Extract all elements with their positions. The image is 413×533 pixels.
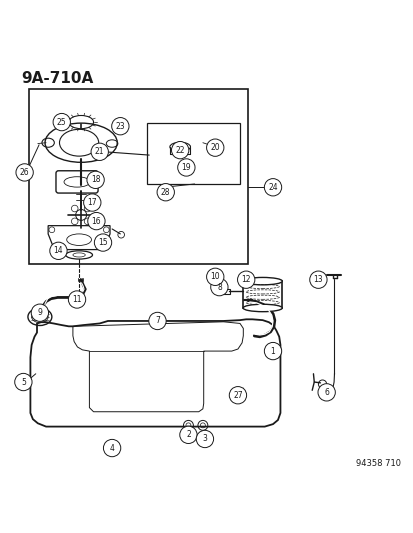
- Circle shape: [88, 213, 105, 230]
- Text: 16: 16: [91, 216, 101, 225]
- Circle shape: [83, 194, 101, 211]
- Text: 10: 10: [210, 272, 220, 281]
- Text: 27: 27: [233, 391, 242, 400]
- Text: 18: 18: [90, 175, 100, 184]
- Circle shape: [112, 118, 129, 135]
- Text: 24: 24: [268, 183, 277, 192]
- Text: 8: 8: [216, 282, 221, 292]
- Text: 94358 710: 94358 710: [355, 459, 400, 468]
- Circle shape: [309, 271, 326, 288]
- Circle shape: [229, 386, 246, 404]
- Bar: [147, 123, 240, 184]
- Circle shape: [50, 242, 67, 260]
- Text: 25: 25: [57, 118, 66, 126]
- Text: 20: 20: [210, 143, 220, 152]
- Circle shape: [264, 179, 281, 196]
- Circle shape: [179, 426, 197, 443]
- Text: 19: 19: [181, 163, 191, 172]
- Bar: [242, 281, 282, 308]
- Bar: [28, 89, 248, 264]
- Circle shape: [16, 164, 33, 181]
- Circle shape: [317, 384, 335, 401]
- Text: 5: 5: [21, 377, 26, 386]
- Text: 2: 2: [185, 430, 190, 439]
- Circle shape: [237, 271, 254, 288]
- Circle shape: [196, 430, 213, 448]
- Circle shape: [206, 268, 223, 286]
- Text: 17: 17: [87, 198, 97, 207]
- Ellipse shape: [242, 304, 282, 312]
- Circle shape: [91, 143, 108, 160]
- Text: 14: 14: [54, 246, 63, 255]
- Text: 23: 23: [115, 122, 125, 131]
- Circle shape: [15, 373, 32, 391]
- Text: 13: 13: [313, 275, 323, 284]
- Circle shape: [53, 114, 70, 131]
- Circle shape: [87, 171, 104, 189]
- Text: 26: 26: [20, 168, 29, 177]
- Text: 12: 12: [241, 275, 250, 284]
- Ellipse shape: [242, 278, 282, 285]
- Circle shape: [210, 278, 228, 296]
- Text: 11: 11: [72, 295, 82, 304]
- Circle shape: [94, 234, 112, 251]
- Circle shape: [148, 312, 166, 329]
- Circle shape: [31, 304, 48, 321]
- Circle shape: [103, 439, 121, 457]
- Circle shape: [171, 141, 188, 159]
- Bar: [223, 289, 229, 294]
- Text: 6: 6: [323, 388, 328, 397]
- Text: 21: 21: [95, 147, 104, 156]
- Text: 22: 22: [175, 146, 185, 155]
- Text: 3: 3: [202, 434, 207, 443]
- Circle shape: [264, 342, 281, 360]
- Text: 15: 15: [98, 238, 107, 247]
- Text: 1: 1: [270, 346, 275, 356]
- Circle shape: [157, 183, 174, 201]
- Text: 9: 9: [37, 308, 42, 317]
- Circle shape: [177, 159, 195, 176]
- Text: 28: 28: [161, 188, 170, 197]
- Circle shape: [206, 139, 223, 156]
- Text: 7: 7: [155, 317, 159, 326]
- Text: 9A-710A: 9A-710A: [21, 70, 93, 85]
- Text: 4: 4: [109, 443, 114, 453]
- Circle shape: [68, 291, 85, 308]
